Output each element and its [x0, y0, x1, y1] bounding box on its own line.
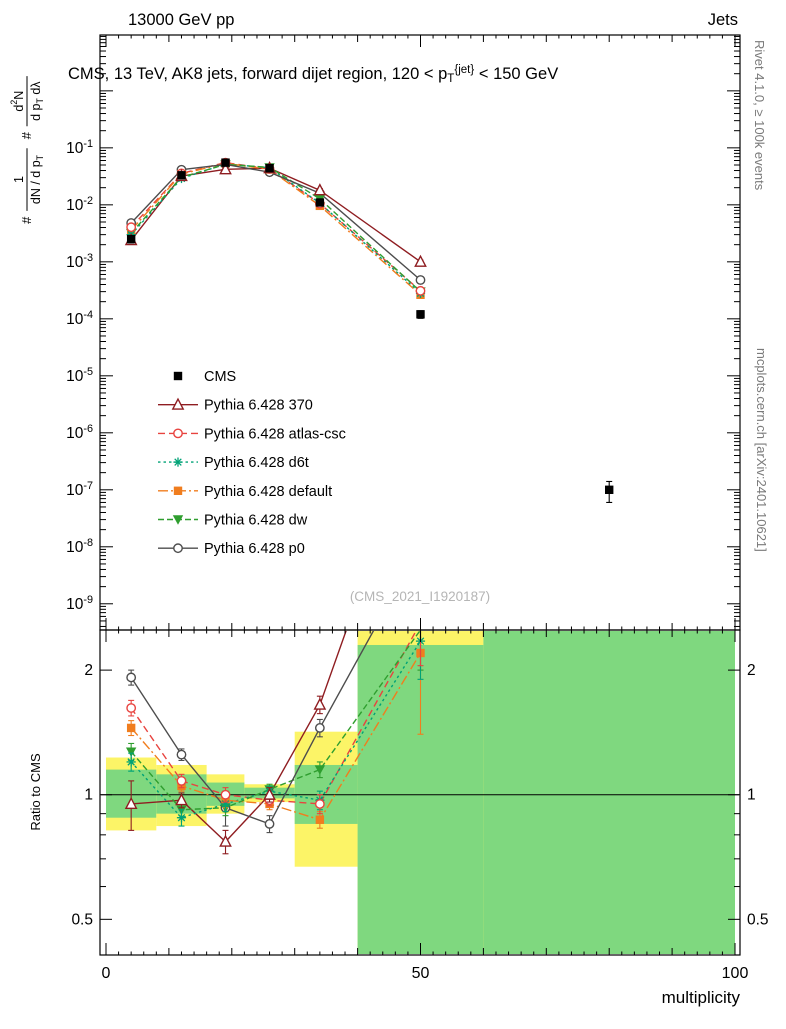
svg-text:Pythia 6.428 d6t: Pythia 6.428 d6t: [204, 455, 309, 471]
svg-text:1: 1: [84, 787, 93, 804]
series-markers-pythia-6-428-atlas-csc: [126, 157, 426, 296]
svg-text:10-2: 10-2: [66, 195, 93, 214]
svg-text:1: 1: [747, 787, 756, 804]
mcplots-arxiv-note: mcplots.cern.ch [arXiv:2401.10621]: [754, 348, 769, 552]
legend-item-pythia-6-428-dw: Pythia 6.428 dw: [158, 513, 308, 529]
ratio-line-pythia-6-428-dw: [130, 631, 421, 811]
x-axis-label: multiplicity: [662, 988, 741, 1007]
svg-text:0.5: 0.5: [71, 911, 93, 928]
svg-text:CMS: CMS: [204, 369, 236, 385]
svg-text:10-8: 10-8: [66, 537, 93, 556]
series-line-pythia-6-428-p0: [130, 163, 421, 281]
ratio-markers-pythia-6-428-370: [124, 695, 327, 855]
svg-text:Pythia 6.428 p0: Pythia 6.428 p0: [204, 541, 305, 557]
series-line-pythia-6-428-370: [130, 167, 421, 263]
plot-title: CMS, 13 TeV, AK8 jets, forward dijet reg…: [68, 64, 558, 85]
ratio-markers-pythia-6-428-p0: [126, 669, 325, 834]
rivet-version-note: Rivet 4.1.0, ≥ 100k events: [752, 40, 767, 191]
legend-item-cms: CMS: [173, 369, 236, 385]
series-markers-pythia-6-428-p0: [126, 159, 426, 285]
legend-item-pythia-6-428-p0: Pythia 6.428 p0: [158, 541, 305, 557]
svg-text:10-4: 10-4: [66, 309, 93, 328]
ratio-axis-label: Ratio to CMS: [28, 753, 43, 831]
watermark: (CMS_2021_I1920187): [350, 589, 490, 604]
generated-chart: 10-9 10-8 10-7 10-6 10-5 10-4 10-3 10-2 10-1 0.5 0…: [9, 34, 769, 1007]
main-panel-content: [124, 157, 614, 503]
svg-text:Pythia 6.428 370: Pythia 6.428 370: [204, 398, 313, 414]
legend: CMS Pythia 6.428 370 Pythia 6.428 atlas-cs…: [158, 369, 346, 557]
svg-text:dN / d pT: dN / d pT: [29, 154, 45, 204]
svg-text:1: 1: [12, 176, 26, 183]
header-beam-label: 13000 GeV pp: [128, 11, 234, 29]
ratio-line-pythia-6-428-default: [130, 652, 422, 821]
series-line-pythia-6-428-atlas-csc: [130, 161, 421, 292]
series-line-pythia-6-428-d6t: [130, 163, 421, 294]
svg-text:Pythia 6.428 atlas-csc: Pythia 6.428 atlas-csc: [204, 426, 346, 442]
legend-item-pythia-6-428-d6t: Pythia 6.428 d6t: [158, 455, 309, 471]
ratio-line-pythia-6-428-d6t: [130, 640, 422, 819]
svg-text:0: 0: [102, 965, 111, 982]
legend-item-pythia-6-428-370: Pythia 6.428 370: [158, 397, 313, 414]
series-markers-cms: [126, 158, 614, 503]
series-line-pythia-6-428-dw: [130, 163, 421, 293]
svg-text:10-7: 10-7: [66, 480, 93, 499]
svg-text:2: 2: [84, 662, 93, 679]
svg-text:d pT dλ: d pT dλ: [29, 81, 45, 121]
series-line-pythia-6-428-default: [130, 162, 421, 296]
svg-text:2: 2: [747, 662, 756, 679]
legend-item-pythia-6-428-default: Pythia 6.428 default: [158, 484, 332, 500]
svg-text:d2N: d2N: [9, 91, 26, 112]
header-analysis-label: Jets: [708, 11, 738, 29]
svg-text:#: #: [19, 216, 34, 224]
svg-text:10-5: 10-5: [66, 366, 93, 385]
main-panel-frame: [99, 34, 741, 631]
svg-text:0.5: 0.5: [747, 911, 769, 928]
legend-item-pythia-6-428-atlas-csc: Pythia 6.428 atlas-csc: [158, 426, 346, 442]
svg-text:10-9: 10-9: [66, 594, 93, 613]
axes: 10-9 10-8 10-7 10-6 10-5 10-4 10-3 10-2 10-1 0.5 0…: [9, 34, 769, 1007]
ratio-line-pythia-6-428-p0: [130, 631, 375, 825]
svg-text:Pythia 6.428 dw: Pythia 6.428 dw: [204, 513, 308, 529]
svg-text:10-6: 10-6: [66, 423, 93, 442]
svg-text:100: 100: [722, 965, 749, 982]
ratio-markers-pythia-6-428-atlas-csc: [126, 631, 424, 815]
svg-text:10-3: 10-3: [66, 252, 93, 271]
series-markers-pythia-6-428-370: [124, 161, 427, 267]
svg-text:50: 50: [412, 965, 430, 982]
ratio-panel-content: [101, 631, 739, 954]
svg-text:#: #: [19, 131, 34, 139]
svg-text:10-1: 10-1: [66, 138, 93, 157]
svg-text:Pythia 6.428 default: Pythia 6.428 default: [204, 484, 332, 500]
